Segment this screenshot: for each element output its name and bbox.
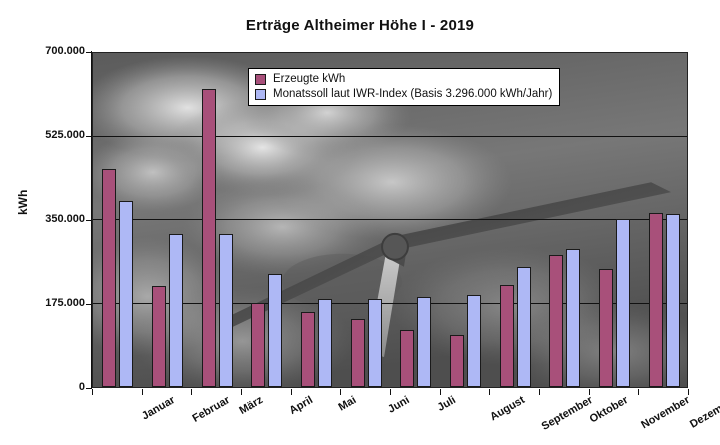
y-tick-label: 175.000 (45, 297, 85, 309)
bar-märz-erzeugt[interactable] (201, 88, 216, 387)
x-tick-label-januar: Januar (139, 394, 177, 423)
bar-märz-soll[interactable] (218, 233, 233, 387)
x-tick-mark (688, 389, 689, 395)
legend-swatch-icon-red (255, 73, 266, 85)
bar-februar-soll[interactable] (169, 233, 183, 387)
gridline-0 (93, 387, 687, 388)
legend-item-monatssoll: Monatssoll laut IWR-Index (Basis 3.296.0… (255, 88, 552, 100)
y-tick-label: 525.000 (45, 129, 85, 141)
x-tick-label-dezember: Dezember (688, 394, 720, 431)
bar-januar-soll[interactable] (119, 200, 134, 387)
bar-april-soll[interactable] (268, 274, 283, 387)
bar-september-erzeugt[interactable] (499, 284, 514, 387)
bar-august-erzeugt[interactable] (450, 335, 464, 387)
bar-november-erzeugt[interactable] (599, 268, 613, 387)
x-tick-label-juli: Juli (435, 394, 458, 414)
bar-april-erzeugt[interactable] (251, 303, 266, 387)
bar-juni-erzeugt[interactable] (350, 318, 365, 387)
bar-november-soll[interactable] (616, 219, 630, 387)
x-tick-mark (638, 389, 640, 395)
bar-juli-erzeugt[interactable] (400, 329, 415, 387)
y-tick-mark (86, 220, 92, 221)
y-tick-label: 0 (78, 381, 85, 393)
legend-item-erzeugte: Erzeugte kWh (255, 73, 552, 85)
y-tick-label: 700.000 (45, 45, 85, 57)
bar-dezember-erzeugt[interactable] (648, 213, 663, 387)
y-tick-mark (86, 388, 92, 389)
x-tick-label-april: April (287, 394, 315, 417)
x-tick-label-august: August (487, 394, 527, 424)
y-axis-title: kWh (16, 189, 30, 215)
x-tick-mark (489, 389, 491, 395)
x-tick-label-juni: Juni (386, 394, 412, 416)
x-tick-mark (539, 389, 540, 395)
bar-mai-soll[interactable] (318, 299, 332, 387)
plot-background-photo (92, 52, 688, 388)
x-tick-mark (141, 389, 143, 395)
bar-oktober-soll[interactable] (566, 248, 581, 387)
chart-legend: Erzeugte kWh Monatssoll laut IWR-Index (… (248, 68, 561, 106)
x-tick-mark (241, 389, 242, 395)
gridline-350000 (93, 219, 687, 220)
bar-februar-erzeugt[interactable] (152, 286, 166, 387)
x-tick-mark (290, 389, 292, 395)
y-tick-mark (86, 136, 92, 137)
x-tick-mark (588, 389, 590, 395)
y-tick-label: 350.000 (45, 213, 85, 225)
legend-label-red: Erzeugte kWh (273, 73, 346, 85)
gridline-175000 (93, 303, 687, 304)
plot-area (92, 52, 688, 388)
y-tick-mark (86, 52, 92, 53)
x-tick-mark (191, 389, 193, 395)
gridline-525000 (93, 136, 687, 137)
x-tick-label-februar: Februar (189, 394, 232, 425)
bar-juni-soll[interactable] (367, 299, 382, 387)
bar-september-soll[interactable] (516, 267, 531, 387)
y-tick-mark (86, 304, 92, 305)
x-tick-label-september: September (539, 394, 596, 433)
x-tick-label-november: November (638, 394, 692, 432)
x-tick-label-märz: März (237, 394, 266, 417)
bar-oktober-erzeugt[interactable] (549, 255, 564, 387)
bar-august-soll[interactable] (467, 294, 481, 387)
x-tick-mark (340, 389, 342, 395)
legend-label-blue: Monatssoll laut IWR-Index (Basis 3.296.0… (273, 88, 553, 100)
bar-dezember-soll[interactable] (665, 214, 680, 387)
x-tick-label-oktober: Oktober (587, 394, 631, 426)
x-tick-mark (92, 389, 93, 395)
legend-swatch-icon-blue (255, 88, 266, 100)
x-tick-mark (439, 389, 441, 395)
x-tick-mark (390, 389, 391, 395)
bar-juli-soll[interactable] (417, 296, 432, 387)
page-title: Erträge Altheimer Höhe I - 2019 (245, 17, 475, 34)
x-tick-label-mai: Mai (335, 394, 358, 414)
bar-januar-erzeugt[interactable] (102, 169, 117, 387)
bar-mai-erzeugt[interactable] (301, 312, 315, 387)
